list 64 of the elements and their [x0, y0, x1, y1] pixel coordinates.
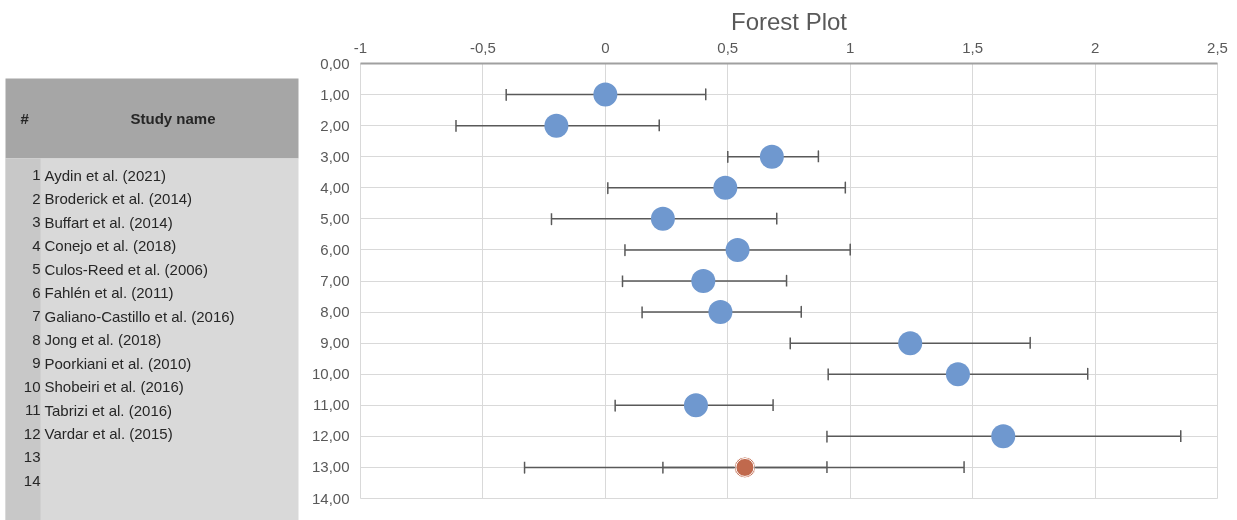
x-tick-label: -0,5: [470, 38, 496, 56]
x-tick-label: 1: [846, 38, 855, 56]
data-label: 11: [24, 401, 41, 419]
category-label: Vardar et al. (2015): [44, 425, 173, 443]
category-label: Broderick et al. (2014): [44, 190, 193, 208]
x-tick-label: 2: [1090, 38, 1100, 56]
point: [650, 206, 675, 231]
point: [708, 300, 733, 325]
y-tick-label: 12,00: [311, 427, 350, 445]
category-label: Fahlén et al. (2011): [44, 284, 174, 302]
x-tick-label: 0: [601, 38, 610, 56]
chart-title: Forest Plot: [730, 7, 848, 35]
category-label: Conejo et al. (2018): [44, 237, 177, 255]
point: [991, 424, 1016, 449]
point: [691, 269, 716, 293]
y-tick-label: 14,00: [311, 489, 350, 507]
data-label: 5: [32, 260, 41, 278]
point: [759, 144, 784, 169]
text: Study name: [130, 110, 216, 127]
data-label: 1: [32, 166, 41, 184]
y-tick-label: 2,00: [320, 116, 350, 134]
point: [544, 113, 569, 138]
data-label: 14: [23, 471, 41, 489]
y-tick-label: 13,00: [311, 458, 350, 476]
category-label: Galiano-Castillo et al. (2016): [44, 307, 235, 325]
category-label: Buffart et al. (2014): [44, 213, 173, 231]
data-label: 10: [23, 377, 41, 395]
point: [683, 393, 708, 418]
category-label: Poorkiani et al. (2010): [44, 354, 192, 372]
y-tick-label: 3,00: [320, 147, 350, 165]
data-label: 9: [32, 354, 41, 372]
y-tick-label: 10,00: [311, 365, 350, 383]
x-tick-label: 1,5: [962, 38, 984, 56]
x-tick-label: 2,5: [1207, 38, 1228, 56]
y-tick-label: 11,00: [313, 396, 350, 414]
y-tick-label: 9,00: [320, 334, 350, 352]
y-tick-label: 0,00: [320, 54, 350, 72]
data-label: 13: [23, 448, 41, 466]
data-label: 4: [32, 236, 41, 254]
data-label: 2: [32, 189, 41, 207]
category-label: Jong et al. (2018): [44, 331, 162, 349]
category-label: Shobeiri et al. (2016): [44, 378, 184, 396]
category-label: Culos-Reed et al. (2006): [44, 260, 208, 278]
point: [945, 362, 970, 387]
text: #: [20, 110, 30, 127]
point: [713, 175, 738, 200]
y-tick-label: 1,00: [320, 85, 350, 103]
y-tick-label: 7,00: [320, 272, 350, 289]
data-label: 6: [32, 283, 41, 301]
y-tick-label: 5,00: [320, 209, 350, 227]
x-tick-label: 0,5: [717, 38, 739, 56]
point: [725, 237, 750, 262]
point: [593, 82, 618, 107]
y-tick-label: 4,00: [320, 178, 350, 196]
category-label: Tabrizi et al. (2016): [44, 401, 173, 419]
data-label: 7: [32, 307, 41, 325]
x-tick-label: -1: [353, 38, 368, 56]
point: [898, 331, 923, 356]
category-label: Aydin et al. (2021): [44, 166, 166, 184]
data-label: 8: [32, 330, 41, 348]
y-tick-label: 8,00: [320, 303, 350, 321]
data-label: 12: [23, 424, 41, 442]
data-label: 3: [32, 213, 41, 231]
y-tick-label: 6,00: [320, 240, 350, 258]
